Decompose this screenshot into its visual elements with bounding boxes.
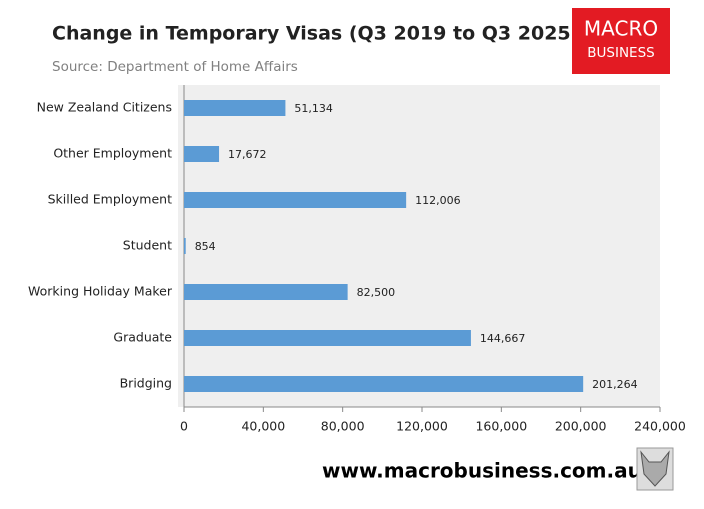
logo-text: MACRO <box>584 17 658 41</box>
y-tick-label: Other Employment <box>53 146 172 161</box>
value-label: 201,264 <box>592 378 638 391</box>
x-tick-label: 160,000 <box>475 419 527 434</box>
y-tick-label: Student <box>123 238 172 253</box>
bar <box>184 100 286 116</box>
logo-box <box>572 8 670 74</box>
x-tick-label: 80,000 <box>321 419 365 434</box>
value-label: 17,672 <box>228 148 267 161</box>
bar <box>184 192 407 208</box>
chart-title: Change in Temporary Visas (Q3 2019 to Q3… <box>52 23 579 45</box>
value-label: 82,500 <box>357 286 396 299</box>
x-tick-label: 120,000 <box>396 419 448 434</box>
bar <box>184 330 471 346</box>
bar <box>184 284 348 300</box>
y-tick-label: Skilled Employment <box>48 192 173 207</box>
y-tick-label: New Zealand Citizens <box>37 100 172 115</box>
fox-icon-shape <box>640 450 670 487</box>
bar <box>184 376 584 392</box>
x-tick-label: 0 <box>180 419 188 434</box>
logo-text: BUSINESS <box>587 45 654 61</box>
x-tick-label: 200,000 <box>555 419 607 434</box>
footer-url: www.macrobusiness.com.au <box>322 459 642 483</box>
value-label: 854 <box>195 240 216 253</box>
y-tick-label: Bridging <box>120 376 172 391</box>
bar <box>184 238 186 254</box>
x-tick-label: 40,000 <box>241 419 285 434</box>
value-label: 51,134 <box>294 102 333 115</box>
x-tick-label: 240,000 <box>634 419 686 434</box>
y-tick-label: Graduate <box>113 330 172 345</box>
value-label: 112,006 <box>415 194 461 207</box>
value-label: 144,667 <box>480 332 525 345</box>
y-tick-label: Working Holiday Maker <box>28 284 173 299</box>
bar <box>184 146 220 162</box>
chart-subtitle: Source: Department of Home Affairs <box>52 59 298 75</box>
plot-area <box>178 85 660 407</box>
